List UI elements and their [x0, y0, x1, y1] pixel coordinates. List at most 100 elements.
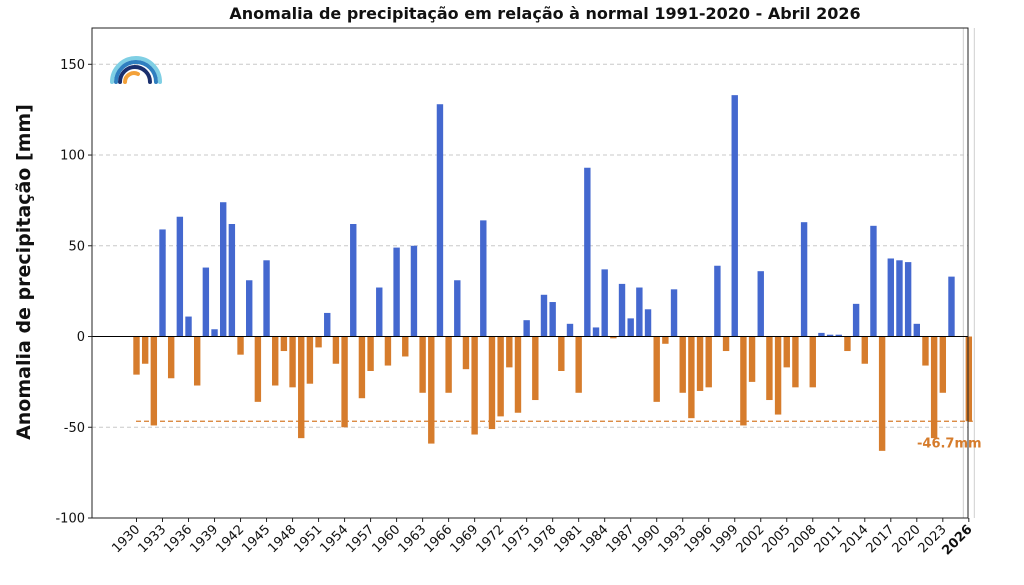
x-axis: 1930193319361939194219451948195119541957…	[109, 518, 976, 558]
bar-2010	[826, 334, 834, 337]
bar-2009	[818, 332, 825, 337]
x-tick-label: 1990	[630, 522, 664, 556]
bar-1944	[254, 336, 262, 402]
bar-2004	[774, 336, 782, 415]
bar-2011	[835, 334, 842, 337]
x-tick-label: 2017	[864, 522, 898, 556]
x-tick-label: 1948	[265, 522, 299, 556]
bar-1998	[722, 336, 730, 352]
bar-1983	[592, 327, 600, 337]
y-tick-label: 50	[68, 239, 85, 254]
bar-1986	[618, 283, 626, 337]
x-tick-label: 1984	[578, 522, 612, 556]
bar-2026	[965, 336, 973, 422]
bar-1991	[662, 336, 669, 344]
bar-1962	[410, 245, 418, 337]
bar-1933	[159, 229, 166, 337]
x-tick-label: 1972	[473, 522, 507, 556]
bar-1981	[575, 336, 582, 393]
bar-2024	[948, 276, 955, 337]
bar-2000	[740, 336, 747, 426]
bar-1990	[653, 336, 660, 402]
bar-1968	[462, 336, 470, 370]
x-tick-label: 2002	[734, 522, 768, 556]
rainbow-logo-icon	[110, 56, 162, 84]
bar-1978	[549, 302, 556, 337]
plot-frame	[91, 27, 969, 519]
x-tick-label: 2014	[838, 522, 872, 556]
x-tick-label: 1978	[525, 522, 559, 556]
bar-1938	[202, 267, 210, 337]
bar-1941	[228, 224, 236, 337]
x-tick-label: 1957	[343, 522, 377, 556]
bar-2021	[922, 336, 929, 366]
y-axis: -100 -50 0 50 100 150	[55, 58, 92, 527]
bar-1967	[454, 280, 461, 337]
x-tick-label: 1951	[291, 522, 325, 556]
bar-1976	[532, 336, 539, 401]
bar-2014	[861, 336, 868, 364]
x-tick-label: 1996	[682, 522, 716, 556]
bar-1947	[280, 336, 288, 352]
bar-2015	[870, 225, 877, 337]
bar-2003	[766, 336, 773, 401]
bar-2006	[792, 336, 799, 388]
x-tick-label: 1969	[447, 522, 481, 556]
x-tick-label: 1993	[656, 522, 690, 556]
y-tick-label: 150	[60, 58, 85, 73]
x-tick-label: 1936	[161, 522, 195, 556]
bar-1988	[636, 287, 643, 337]
bar-2007	[800, 222, 808, 337]
bar-1969	[471, 336, 478, 435]
bars	[133, 95, 973, 451]
gridlines	[92, 63, 968, 428]
bar-2019	[904, 262, 912, 337]
x-tick-label: 1942	[213, 522, 247, 556]
x-tick-label: 2011	[812, 522, 846, 556]
y-tick-label: -50	[64, 421, 85, 436]
x-tick-label: 1960	[369, 522, 403, 556]
bar-1977	[540, 294, 548, 337]
bar-1993	[679, 336, 686, 393]
x-tick-label: 2026	[939, 522, 975, 558]
bar-1974	[514, 336, 522, 413]
bar-1951	[315, 336, 322, 348]
bar-1972	[497, 336, 504, 417]
bar-2020	[913, 323, 920, 337]
bar-2012	[844, 336, 851, 352]
bar-1932	[150, 336, 158, 426]
bar-1975	[523, 320, 530, 337]
bar-1999	[731, 95, 738, 337]
x-tick-label: 1981	[551, 522, 585, 556]
x-tick-label: 1930	[109, 522, 143, 556]
y-tick-label: 0	[77, 330, 85, 345]
bar-2022	[930, 336, 938, 439]
bar-1979	[558, 336, 565, 371]
chart-title: Anomalia de precipitação em relação à no…	[229, 4, 860, 23]
bar-1982	[584, 167, 591, 337]
bar-1958	[376, 287, 383, 337]
bar-2018	[896, 260, 903, 337]
bar-1930	[133, 336, 140, 375]
bar-1959	[384, 336, 392, 366]
x-tick-label: 1966	[421, 522, 455, 556]
bar-1966	[445, 336, 452, 393]
x-tick-label: 2020	[890, 522, 924, 556]
bar-1939	[211, 329, 218, 337]
y-tick-label: -100	[55, 512, 85, 527]
bar-1980	[566, 323, 574, 337]
bar-1953	[332, 336, 340, 364]
bar-1950	[306, 336, 314, 384]
bar-1936	[185, 316, 192, 337]
bar-1970	[480, 220, 487, 337]
x-tick-label: 1933	[135, 522, 169, 556]
y-axis-label: Anomalia de precipitação [mm]	[13, 104, 35, 440]
bar-1996	[705, 336, 712, 388]
x-tick-label: 1954	[317, 522, 351, 556]
bar-1987	[627, 318, 634, 337]
bar-1965	[436, 104, 444, 337]
bar-1946	[272, 336, 279, 386]
bar-1995	[696, 336, 704, 391]
x-tick-label: 1975	[499, 522, 533, 556]
